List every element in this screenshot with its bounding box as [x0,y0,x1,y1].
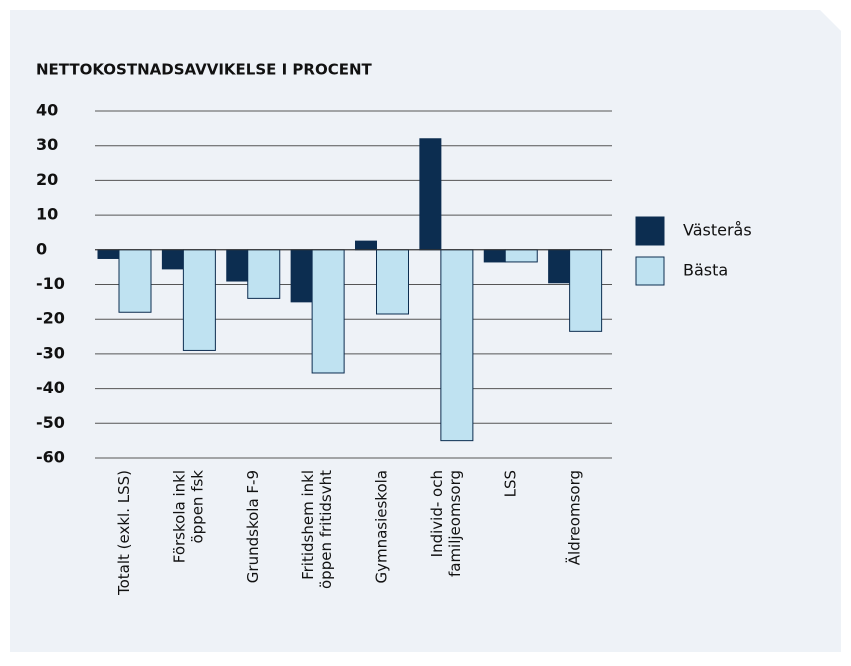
x-tick-line: Äldreomsorg [564,470,583,565]
bar [182,249,216,351]
x-tick-label: LSS [501,470,519,497]
y-tick-label: 0 [36,239,47,258]
y-tick-label: -40 [36,378,65,397]
bar [548,249,571,284]
x-tick-line: Grundskola F-9 [243,470,261,583]
x-tick-label: Grundskola F-9 [243,470,261,583]
bar [290,249,313,303]
x-tick-label: Individ- ochfamiljeomsorg [427,470,463,577]
legend-label: Bästa [683,261,728,280]
x-tick-line: Gymnasieskola [372,470,390,584]
bar [483,249,506,263]
x-tick-line: LSS [501,470,519,497]
y-tick-label: 40 [36,101,58,120]
x-tick-line: Individ- och [427,470,445,557]
x-tick-label: Äldreomsorg [564,470,583,565]
bar [440,249,474,442]
bar [97,249,120,259]
x-tick-label: Förskola inklöppen fsk [170,470,206,564]
bar [419,138,442,251]
x-tick-line: Totalt (exkl. LSS) [115,470,133,596]
y-tick-label: 10 [36,205,58,224]
bar [161,249,184,270]
bar [311,249,345,374]
y-tick-label: 20 [36,170,58,189]
y-tick-label: -20 [36,309,65,328]
bar [355,240,377,251]
y-tick-label: 30 [36,135,58,154]
bar [118,249,152,313]
bar [569,249,603,332]
panel [10,10,841,652]
legend-swatch [635,256,665,286]
bar [504,249,538,263]
x-tick-line: familjeomsorg [445,470,463,577]
bar [247,249,281,299]
x-tick-label: Fritidshem inklöppen fritidsvht [299,470,335,589]
bar [226,249,249,282]
y-tick-label: -60 [36,448,65,467]
x-tick-label: Totalt (exkl. LSS) [115,470,133,596]
y-tick-label: -10 [36,274,65,293]
bar [376,249,409,315]
x-tick-line: Förskola inkl [170,470,188,563]
y-tick-label: -50 [36,413,65,432]
chart-title: NETTOKOSTNADSAVVIKELSE I PROCENT [36,61,373,79]
y-tick-label: -30 [36,343,65,362]
x-tick-line: öppen fritidsvht [317,470,335,589]
x-tick-label: Gymnasieskola [372,470,390,584]
legend-swatch [635,216,665,246]
x-tick-line: öppen fsk [188,470,206,544]
legend-label: Västerås [683,221,752,240]
x-tick-line: Fritidshem inkl [299,470,317,580]
